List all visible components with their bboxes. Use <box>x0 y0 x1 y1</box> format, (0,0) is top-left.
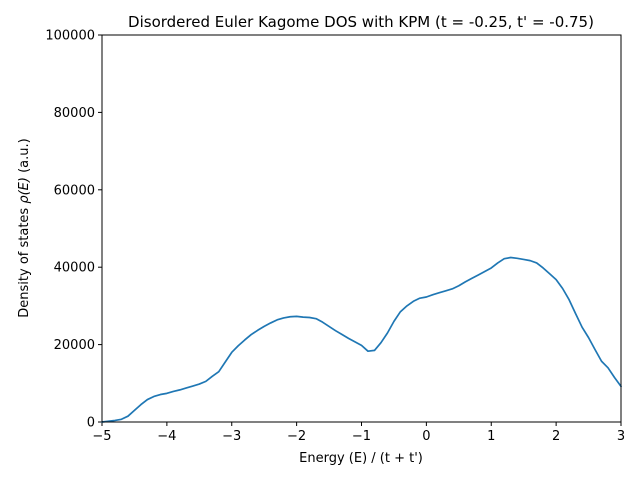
series-layer <box>101 256 622 423</box>
y-tick-label: 80000 <box>54 106 95 121</box>
x-tick-label: 3 <box>617 429 625 444</box>
x-axis-ticks: −5 −4 −3 −2 −1 0 1 2 3 <box>92 422 625 444</box>
x-tick-label: 0 <box>422 429 430 444</box>
chart-title: Disordered Euler Kagome DOS with KPM (t … <box>128 13 594 31</box>
y-axis-ticks: 0 20000 40000 60000 80000 100000 <box>45 29 102 431</box>
plot-frame <box>101 34 622 423</box>
dos-series-line <box>101 256 622 423</box>
x-tick-label: −4 <box>157 429 176 444</box>
x-tick-label: −5 <box>92 429 111 444</box>
y-tick-label: 20000 <box>54 338 95 353</box>
x-axis-label: Energy (E) / (t + t') <box>299 451 423 466</box>
y-axis-label-prefix: Density of states <box>17 204 32 318</box>
y-tick-label: 60000 <box>54 183 95 198</box>
x-tick-label: −1 <box>352 429 371 444</box>
y-axis-label-suffix: (a.u.) <box>17 138 32 173</box>
x-tick-label: 1 <box>487 429 495 444</box>
x-tick-label: −3 <box>222 429 241 444</box>
x-tick-label: −2 <box>287 429 306 444</box>
y-axis-label-symbol: ρ(E) <box>17 177 32 204</box>
y-tick-label: 40000 <box>54 261 95 276</box>
x-tick-label: 2 <box>552 429 560 444</box>
y-tick-label: 0 <box>87 416 95 431</box>
y-axis-label: Density of states ρ(E) (a.u.) <box>17 138 32 317</box>
y-tick-label: 100000 <box>45 29 95 44</box>
